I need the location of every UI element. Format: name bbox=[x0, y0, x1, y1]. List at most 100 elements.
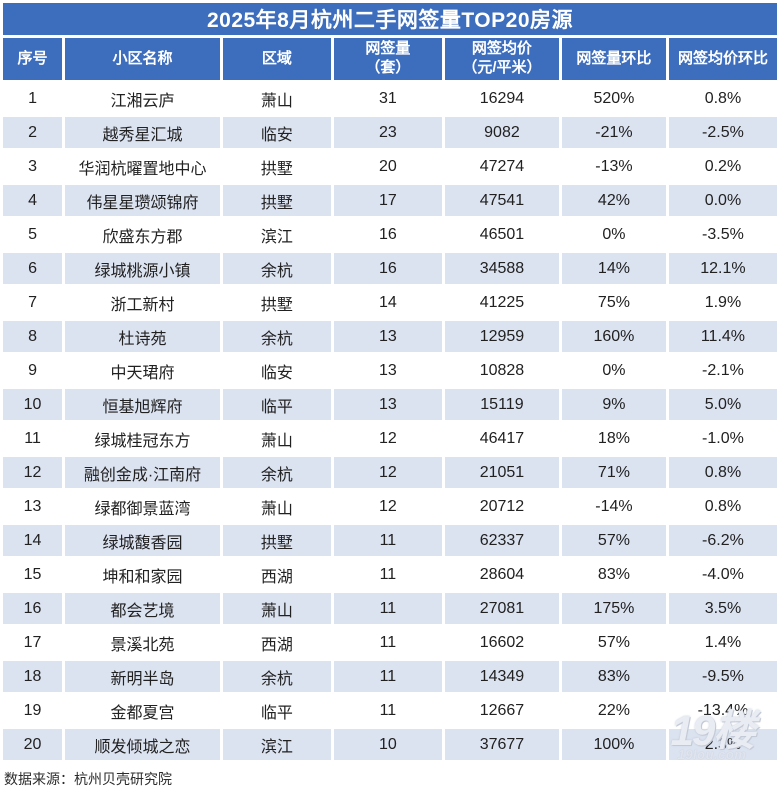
cell-price-mom: 12.1% bbox=[668, 253, 777, 284]
cell-district: 临安 bbox=[222, 355, 331, 386]
cell-volume: 12 bbox=[333, 423, 442, 454]
cell-volume: 11 bbox=[333, 695, 442, 726]
cell-community-name: 中天珺府 bbox=[65, 355, 220, 386]
cell-district: 余杭 bbox=[222, 321, 331, 352]
cell-volume-mom: 18% bbox=[561, 423, 666, 454]
cell-avg-price: 34588 bbox=[444, 253, 559, 284]
cell-volume: 17 bbox=[333, 185, 442, 216]
table-row: 11 绿城桂冠东方 萧山 12 46417 18% -1.0% bbox=[3, 423, 777, 454]
cell-price-mom: -6.2% bbox=[668, 525, 777, 556]
cell-price-mom: -2.5% bbox=[668, 117, 777, 148]
cell-district: 拱墅 bbox=[222, 525, 331, 556]
cell-district: 滨江 bbox=[222, 219, 331, 250]
cell-community-name: 江湘云庐 bbox=[65, 83, 220, 114]
cell-avg-price: 37677 bbox=[444, 729, 559, 760]
cell-rank: 14 bbox=[3, 525, 63, 556]
cell-volume-mom: 9% bbox=[561, 389, 666, 420]
cell-avg-price: 41225 bbox=[444, 287, 559, 318]
cell-district: 西湖 bbox=[222, 559, 331, 590]
cell-price-mom: 1.9% bbox=[668, 287, 777, 318]
cell-avg-price: 16602 bbox=[444, 627, 559, 658]
cell-community-name: 欣盛东方郡 bbox=[65, 219, 220, 250]
cell-rank: 6 bbox=[3, 253, 63, 284]
cell-rank: 10 bbox=[3, 389, 63, 420]
cell-price-mom: 5.0% bbox=[668, 389, 777, 420]
cell-volume: 14 bbox=[333, 287, 442, 318]
cell-district: 萧山 bbox=[222, 83, 331, 114]
cell-volume: 11 bbox=[333, 525, 442, 556]
column-header-volume: 网签量 （套） bbox=[333, 38, 442, 80]
column-header-district-label: 区域 bbox=[261, 49, 292, 67]
cell-community-name: 浙工新村 bbox=[65, 287, 220, 318]
cell-avg-price: 46501 bbox=[444, 219, 559, 250]
cell-volume-mom: -21% bbox=[561, 117, 666, 148]
cell-district: 萧山 bbox=[222, 491, 331, 522]
cell-volume: 31 bbox=[333, 83, 442, 114]
cell-rank: 18 bbox=[3, 661, 63, 692]
cell-volume: 10 bbox=[333, 729, 442, 760]
cell-volume: 11 bbox=[333, 593, 442, 624]
cell-district: 拱墅 bbox=[222, 287, 331, 318]
cell-community-name: 伟星星瓒颂锦府 bbox=[65, 185, 220, 216]
cell-volume-mom: 160% bbox=[561, 321, 666, 352]
cell-price-mom: 1.4% bbox=[668, 627, 777, 658]
cell-volume-mom: 75% bbox=[561, 287, 666, 318]
table-row: 16 都会艺境 萧山 11 27081 175% 3.5% bbox=[3, 593, 777, 624]
cell-avg-price: 12667 bbox=[444, 695, 559, 726]
table-row: 19 金都夏宫 临平 11 12667 22% -13.4% bbox=[3, 695, 777, 726]
table-row: 13 绿都御景蓝湾 萧山 12 20712 -14% 0.8% bbox=[3, 491, 777, 522]
cell-avg-price: 15119 bbox=[444, 389, 559, 420]
cell-volume-mom: -13% bbox=[561, 151, 666, 182]
cell-community-name: 金都夏宫 bbox=[65, 695, 220, 726]
cell-avg-price: 28604 bbox=[444, 559, 559, 590]
cell-avg-price: 14349 bbox=[444, 661, 559, 692]
table-row: 9 中天珺府 临安 13 10828 0% -2.1% bbox=[3, 355, 777, 386]
table-row: 15 坤和和家园 西湖 11 28604 83% -4.0% bbox=[3, 559, 777, 590]
column-header-volume-sublabel: （套） bbox=[365, 59, 411, 76]
cell-price-mom: -9.5% bbox=[668, 661, 777, 692]
cell-district: 余杭 bbox=[222, 661, 331, 692]
column-header-rank-label: 序号 bbox=[17, 49, 48, 67]
column-header-volume-label: 网签量 bbox=[365, 40, 411, 58]
cell-volume: 13 bbox=[333, 321, 442, 352]
cell-price-mom: 0.2% bbox=[668, 151, 777, 182]
cell-rank: 16 bbox=[3, 593, 63, 624]
cell-volume-mom: 71% bbox=[561, 457, 666, 488]
cell-community-name: 都会艺境 bbox=[65, 593, 220, 624]
column-header-volume-mom: 网签量环比 bbox=[561, 38, 666, 80]
cell-volume: 16 bbox=[333, 253, 442, 284]
table-row: 17 景溪北苑 西湖 11 16602 57% 1.4% bbox=[3, 627, 777, 658]
column-header-price-mom: 网签均价环比 bbox=[668, 38, 777, 80]
cell-rank: 11 bbox=[3, 423, 63, 454]
table-row: 6 绿城桃源小镇 余杭 16 34588 14% 12.1% bbox=[3, 253, 777, 284]
cell-district: 临安 bbox=[222, 117, 331, 148]
cell-district: 余杭 bbox=[222, 457, 331, 488]
cell-avg-price: 16294 bbox=[444, 83, 559, 114]
cell-district: 临平 bbox=[222, 389, 331, 420]
column-header-district: 区域 bbox=[222, 38, 331, 80]
column-header-rank: 序号 bbox=[3, 38, 63, 80]
cell-rank: 2 bbox=[3, 117, 63, 148]
cell-volume: 11 bbox=[333, 627, 442, 658]
cell-price-mom: -3.5% bbox=[668, 219, 777, 250]
cell-price-mom: 11.4% bbox=[668, 321, 777, 352]
cell-volume-mom: 83% bbox=[561, 559, 666, 590]
cell-rank: 4 bbox=[3, 185, 63, 216]
top20-table: 2025年8月杭州二手网签量TOP20房源 序号 小区名称 区域 网签量 （套）… bbox=[3, 3, 777, 760]
table-row: 18 新明半岛 余杭 11 14349 83% -9.5% bbox=[3, 661, 777, 692]
cell-rank: 7 bbox=[3, 287, 63, 318]
cell-price-mom: 3.5% bbox=[668, 593, 777, 624]
table-body: 1 江湘云庐 萧山 31 16294 520% 0.8% 2 越秀星汇城 临安 … bbox=[3, 83, 777, 760]
cell-community-name: 恒基旭辉府 bbox=[65, 389, 220, 420]
cell-district: 拱墅 bbox=[222, 151, 331, 182]
cell-avg-price: 27081 bbox=[444, 593, 559, 624]
cell-volume: 16 bbox=[333, 219, 442, 250]
cell-avg-price: 62337 bbox=[444, 525, 559, 556]
cell-volume: 23 bbox=[333, 117, 442, 148]
table-row: 14 绿城馥香园 拱墅 11 62337 57% -6.2% bbox=[3, 525, 777, 556]
cell-avg-price: 12959 bbox=[444, 321, 559, 352]
column-header-avg-price: 网签均价 （元/平米） bbox=[444, 38, 559, 80]
cell-rank: 8 bbox=[3, 321, 63, 352]
cell-rank: 19 bbox=[3, 695, 63, 726]
cell-price-mom: 0.8% bbox=[668, 83, 777, 114]
